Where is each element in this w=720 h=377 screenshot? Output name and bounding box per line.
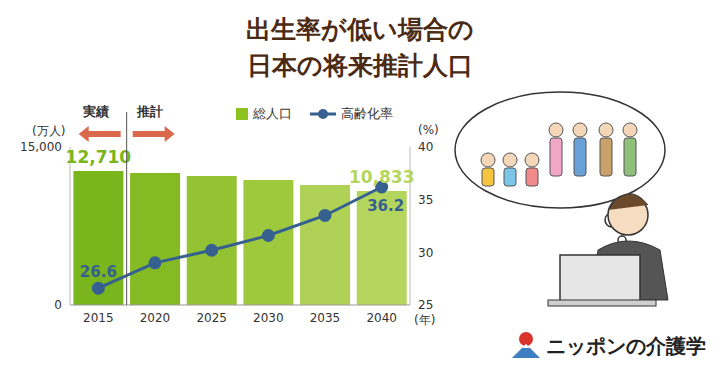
html-text:推計: 推計 xyxy=(136,104,163,119)
html-text:ニッポンの介護学: ニッポンの介護学 xyxy=(546,334,706,358)
html-text:総人口: 総人口 xyxy=(253,106,292,121)
html-text:(万人): (万人) xyxy=(32,124,66,138)
svg-text:40: 40 xyxy=(418,140,433,154)
svg-text:12,710: 12,710 xyxy=(66,147,132,167)
svg-text:0: 0 xyxy=(54,298,62,312)
html-text:実績: 実績 xyxy=(82,104,109,119)
html-text:(年): (年) xyxy=(414,313,436,327)
svg-text:2040: 2040 xyxy=(366,311,397,325)
svg-text:2020: 2020 xyxy=(140,311,171,325)
svg-text:35: 35 xyxy=(418,193,433,207)
html-text:日本の将来推計人口: 日本の将来推計人口 xyxy=(247,51,473,80)
svg-text:10,833: 10,833 xyxy=(349,167,415,187)
html-text:高齢化率: 高齢化率 xyxy=(341,106,393,121)
svg-text:36.2: 36.2 xyxy=(367,197,404,215)
svg-text:2015: 2015 xyxy=(83,311,114,325)
svg-text:2025: 2025 xyxy=(196,311,227,325)
svg-text:2030: 2030 xyxy=(253,311,284,325)
svg-text:15,000: 15,000 xyxy=(20,140,62,154)
svg-text:30: 30 xyxy=(418,246,433,260)
svg-text:26.6: 26.6 xyxy=(80,263,117,281)
html-text:出生率が低い場合の: 出生率が低い場合の xyxy=(246,15,474,44)
svg-text:2035: 2035 xyxy=(310,311,341,325)
svg-text:25: 25 xyxy=(418,298,433,312)
